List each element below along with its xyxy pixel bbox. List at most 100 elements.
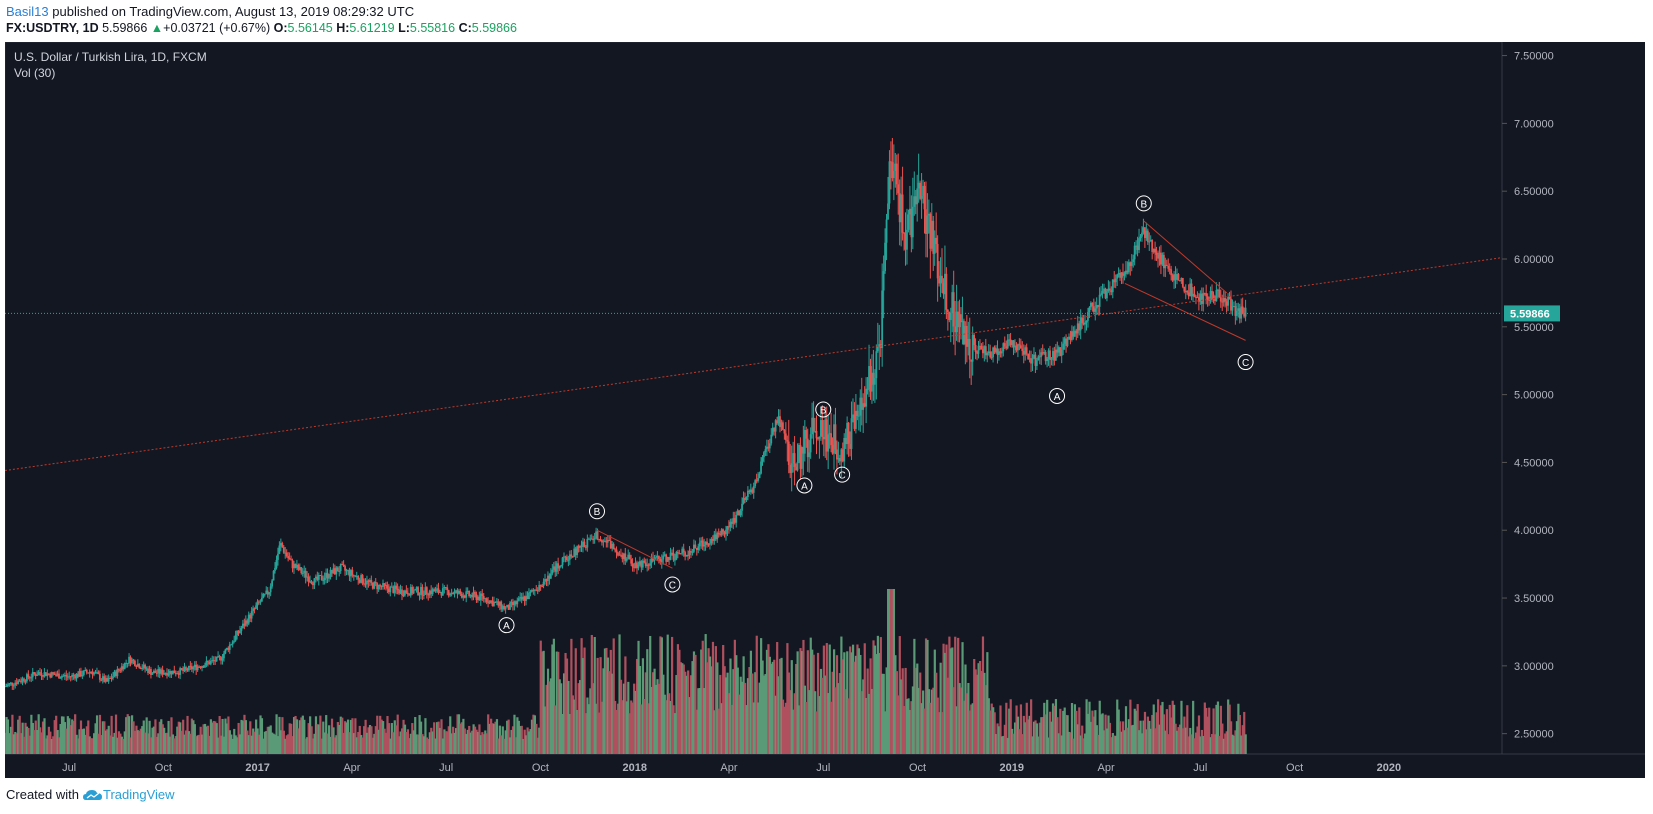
volume-bar: [503, 738, 506, 754]
candle-body: [78, 670, 81, 677]
candle-body: [97, 672, 100, 674]
volume-bar: [657, 683, 661, 754]
candle-body: [833, 424, 835, 454]
volume-bar: [142, 720, 145, 754]
candle-body: [844, 437, 847, 445]
candle-body: [941, 275, 943, 283]
volume-bar: [129, 737, 132, 754]
candle-body: [1243, 313, 1246, 317]
volume-bar: [17, 719, 20, 754]
candle-body: [36, 675, 39, 677]
candle-body: [255, 605, 257, 609]
candle-body: [1227, 296, 1229, 306]
candle-body: [836, 449, 838, 460]
price-chart[interactable]: 7.500007.000006.500006.000005.500005.000…: [5, 42, 1645, 778]
tradingview-logo[interactable]: TradingView: [82, 787, 175, 802]
candle-body: [1119, 272, 1121, 278]
wave-label-b: B: [820, 406, 827, 417]
candle-body: [890, 161, 892, 163]
volume-bar: [120, 736, 123, 754]
volume-bar: [1164, 730, 1167, 754]
candle-body: [112, 676, 114, 679]
candle-body: [488, 600, 491, 604]
candle-body: [1184, 290, 1187, 292]
candle-body: [964, 325, 967, 345]
volume-bar: [555, 651, 558, 754]
volume-bar: [402, 719, 405, 754]
volume-bar: [523, 729, 526, 754]
candle-body: [79, 670, 82, 677]
candle-body: [75, 673, 78, 679]
volume-bar: [1025, 702, 1028, 754]
candle-body: [694, 544, 697, 549]
volume-bar: [1229, 721, 1233, 754]
volume-bar: [809, 637, 812, 754]
candle-body: [441, 588, 444, 596]
volume-bar: [904, 667, 907, 754]
volume-bar: [139, 728, 142, 754]
candle-body: [30, 677, 33, 679]
author-link[interactable]: Basil13: [6, 4, 49, 19]
volume-bar: [202, 724, 205, 754]
volume-bar: [609, 649, 612, 754]
volume-bar: [993, 712, 996, 754]
candle-body: [152, 670, 155, 674]
candle-body: [1071, 331, 1073, 340]
candle-body: [783, 429, 786, 434]
volume-bar: [863, 643, 866, 754]
volume-bar: [238, 734, 242, 754]
candle-body: [926, 215, 929, 234]
volume-bar: [908, 709, 912, 754]
candle-body: [631, 563, 634, 567]
volume-bar: [631, 702, 634, 754]
volume-bar: [14, 731, 17, 754]
candle-body: [709, 543, 711, 545]
volume-bar: [1132, 724, 1135, 754]
volume-bar: [1034, 720, 1037, 754]
volume-bar: [338, 724, 341, 754]
candle-body: [136, 663, 139, 667]
candle-body: [91, 672, 94, 675]
candle-body: [481, 593, 484, 597]
volume-bar: [733, 639, 736, 754]
candle-body: [386, 585, 389, 589]
candle-body: [421, 587, 424, 596]
volume-bar: [822, 645, 825, 754]
candle-body: [570, 554, 573, 557]
candle-body: [256, 601, 259, 606]
candle-body: [244, 620, 247, 626]
chart-frame[interactable]: 7.50000 7.00000 6.50000 6.00000 5.50000 5.000…: [5, 42, 1645, 778]
volume-bar: [325, 715, 328, 754]
candle-body: [614, 549, 616, 551]
volume-bar: [5, 717, 8, 754]
volume-bar: [370, 726, 373, 754]
volume-bar: [634, 690, 637, 754]
volume-bar: [656, 679, 659, 754]
volume-bar: [703, 687, 706, 754]
volume-bar: [670, 636, 674, 754]
candle-body: [1199, 293, 1202, 302]
volume-bar: [1138, 730, 1141, 754]
volume-bar: [1231, 734, 1234, 754]
volume-bar: [498, 725, 501, 754]
volume-legend: Vol (30): [14, 66, 55, 80]
volume-bar: [751, 673, 754, 754]
candle-body: [1162, 254, 1165, 269]
volume-bar: [154, 719, 157, 754]
volume-bar: [768, 656, 771, 754]
volume-bar: [849, 646, 852, 754]
candle-body: [367, 580, 370, 582]
candle-body: [1186, 290, 1189, 293]
volume-bar: [367, 727, 370, 754]
volume-bar: [287, 734, 290, 754]
volume-bar: [1192, 700, 1195, 754]
candle-body: [424, 587, 427, 595]
volume-bar: [303, 719, 306, 754]
volume-bar: [1050, 721, 1053, 754]
volume-bar: [417, 734, 420, 754]
candle-body: [1068, 336, 1070, 339]
candle-body: [402, 595, 405, 597]
candle-body: [748, 490, 751, 493]
volume-bar: [652, 672, 655, 754]
volume-bar: [752, 702, 755, 754]
